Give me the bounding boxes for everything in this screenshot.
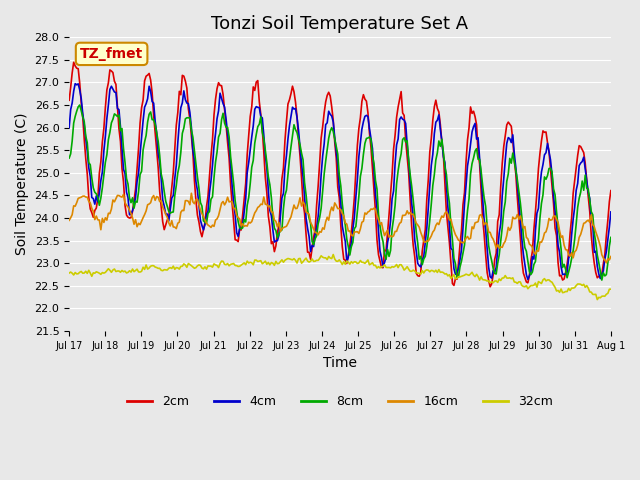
32cm	[65, 270, 73, 276]
2cm	[304, 249, 312, 255]
4cm	[133, 179, 141, 184]
32cm	[579, 283, 586, 288]
32cm	[227, 262, 234, 267]
16cm	[579, 226, 586, 232]
8cm	[579, 178, 586, 184]
8cm	[607, 235, 614, 240]
16cm	[188, 191, 195, 196]
32cm	[245, 260, 253, 266]
8cm	[228, 167, 236, 173]
2cm	[255, 99, 263, 105]
32cm	[330, 252, 337, 257]
8cm	[255, 121, 263, 127]
Line: 4cm: 4cm	[69, 84, 611, 279]
2cm	[228, 201, 236, 206]
Legend: 2cm, 4cm, 8cm, 16cm, 32cm: 2cm, 4cm, 8cm, 16cm, 32cm	[122, 390, 558, 413]
2cm	[607, 188, 614, 193]
4cm	[607, 209, 614, 215]
Line: 2cm: 2cm	[69, 62, 611, 287]
2cm	[580, 150, 588, 156]
4cm	[580, 154, 588, 160]
2cm	[70, 60, 77, 65]
4cm	[71, 81, 79, 86]
2cm	[133, 166, 141, 171]
Line: 8cm: 8cm	[69, 105, 611, 280]
16cm	[132, 217, 140, 223]
32cm	[607, 286, 614, 292]
16cm	[607, 253, 614, 259]
16cm	[228, 199, 236, 204]
4cm	[246, 147, 254, 153]
16cm	[255, 204, 263, 209]
Text: TZ_fmet: TZ_fmet	[80, 47, 143, 61]
32cm	[302, 255, 310, 261]
2cm	[65, 97, 73, 103]
4cm	[255, 105, 263, 110]
4cm	[228, 183, 236, 189]
32cm	[254, 259, 262, 264]
16cm	[304, 210, 312, 216]
8cm	[304, 207, 312, 213]
32cm	[132, 268, 140, 274]
Line: 16cm: 16cm	[69, 193, 611, 263]
32cm	[593, 297, 601, 302]
8cm	[65, 155, 73, 161]
8cm	[76, 102, 84, 108]
2cm	[246, 113, 254, 119]
8cm	[133, 199, 141, 205]
8cm	[598, 277, 605, 283]
X-axis label: Time: Time	[323, 356, 357, 370]
2cm	[486, 284, 494, 289]
Title: Tonzi Soil Temperature Set A: Tonzi Soil Temperature Set A	[211, 15, 468, 33]
16cm	[65, 217, 73, 223]
16cm	[246, 220, 254, 226]
16cm	[602, 260, 610, 266]
4cm	[304, 226, 312, 231]
Y-axis label: Soil Temperature (C): Soil Temperature (C)	[15, 113, 29, 255]
4cm	[65, 125, 73, 131]
4cm	[524, 276, 532, 282]
Line: 32cm: 32cm	[69, 254, 611, 300]
8cm	[246, 180, 254, 186]
